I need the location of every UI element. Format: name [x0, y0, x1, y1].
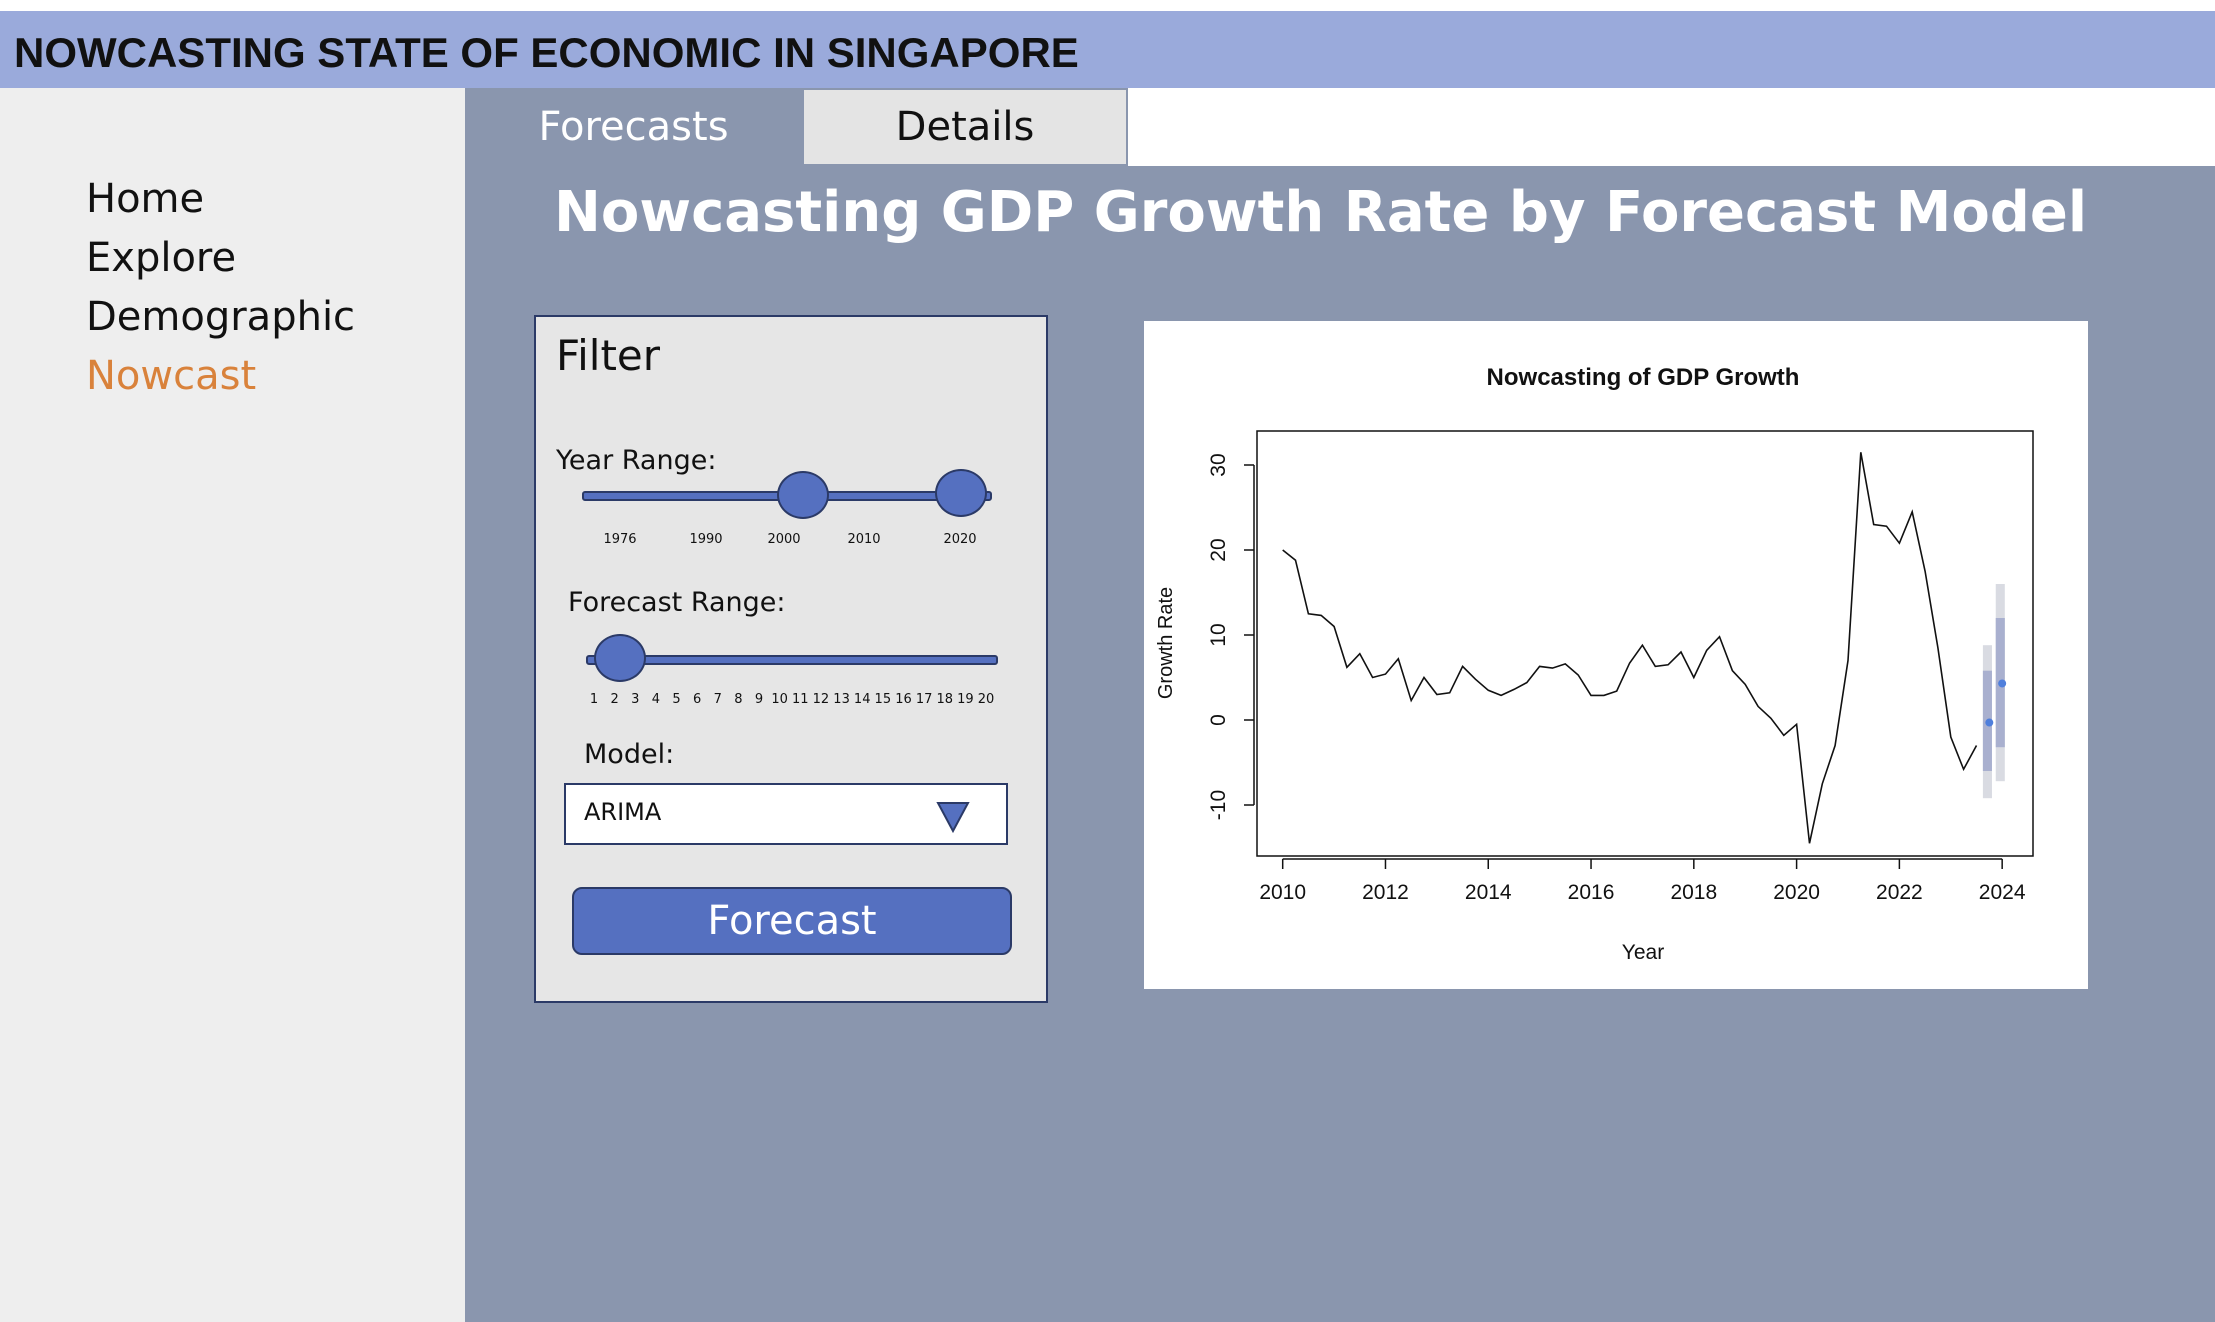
- forecast-range-tick: 5: [672, 692, 681, 707]
- model-select-value: ARIMA: [584, 798, 662, 826]
- year-range-end-handle[interactable]: [935, 469, 987, 517]
- year-tick: 2020: [943, 532, 977, 547]
- forecast-range-tick: 7: [713, 692, 722, 707]
- model-label: Model:: [584, 739, 675, 770]
- forecast-range-tick: 19: [957, 692, 974, 707]
- app-header: NOWCASTING STATE OF ECONOMIC IN SINGAPOR…: [0, 11, 2215, 88]
- forecast-range-tick: 13: [833, 692, 850, 707]
- filter-title: Filter: [556, 331, 661, 380]
- forecast-range-tick: 2: [610, 692, 619, 707]
- year-tick: 2000: [767, 532, 801, 547]
- forecast-range-tick: 4: [651, 692, 661, 707]
- y-tick-label: 10: [1207, 623, 1230, 646]
- year-tick: 2010: [847, 532, 881, 547]
- x-tick-label: 2018: [1670, 881, 1717, 904]
- y-tick-label: 0: [1207, 714, 1230, 726]
- forecast-range-tick: 11: [792, 692, 809, 707]
- top-strip: [0, 0, 2215, 11]
- forecast-intervals: [1982, 584, 2005, 799]
- y-tick-label: -10: [1207, 790, 1230, 820]
- year-range-label: Year Range:: [556, 445, 717, 476]
- model-select[interactable]: ARIMA: [564, 783, 1008, 845]
- x-tick-label: 2012: [1362, 881, 1409, 904]
- year-tick: 1976: [603, 532, 637, 547]
- year-tick: 1990: [689, 532, 723, 547]
- sidebar-item-home[interactable]: Home: [86, 176, 205, 222]
- forecast-range-tick: 17: [915, 692, 933, 707]
- forecast-range-tick: 12: [812, 692, 830, 707]
- forecast-range-slider-track[interactable]: [586, 655, 998, 665]
- forecast-range-tick: 15: [874, 692, 892, 707]
- tab-bar: Forecasts Details: [465, 88, 2215, 166]
- forecast-range-tick: 1: [589, 692, 599, 707]
- app-title: NOWCASTING STATE OF ECONOMIC IN SINGAPOR…: [14, 29, 1079, 76]
- plot-area-border: [1256, 430, 2034, 857]
- forecast-range-tick: 3: [631, 692, 640, 707]
- forecast-range-tick: 18: [936, 692, 954, 707]
- forecast-range-tick: 6: [693, 692, 702, 707]
- forecast-range-tick: 14: [853, 692, 871, 707]
- sidebar-item-demographic[interactable]: Demographic: [86, 294, 356, 340]
- y-tick-label: 30: [1207, 453, 1230, 476]
- x-axis-label: Year: [1622, 941, 1664, 964]
- filter-panel: Filter Year Range: 1976 1990 2000 2010 2…: [534, 315, 1048, 1003]
- page-title: Nowcasting GDP Growth Rate by Forecast M…: [554, 180, 2088, 245]
- forecast-points: [1985, 679, 2007, 727]
- dropdown-arrow-icon[interactable]: [936, 801, 970, 833]
- forecast-point: [1985, 718, 1994, 727]
- forecast-range-tick: 16: [895, 692, 912, 707]
- forecast-button[interactable]: Forecast: [572, 887, 1012, 955]
- chart-panel: Nowcasting of GDP Growth 2010 2012 2014 201…: [1144, 321, 2088, 989]
- year-range-start-handle[interactable]: [777, 471, 829, 519]
- x-axis: 2010 2012 2014 2016 2018 2020 2022 2024: [1259, 858, 2026, 904]
- forecast-range-tick: 8: [734, 692, 743, 707]
- forecast-range-handle[interactable]: [594, 634, 646, 682]
- forecast-range-tick: 20: [977, 692, 995, 707]
- x-tick-label: 2014: [1465, 881, 1512, 904]
- tab-details[interactable]: Details: [802, 88, 1128, 166]
- tab-forecasts[interactable]: Forecasts: [465, 88, 802, 166]
- series-line: [1282, 452, 1978, 844]
- x-tick-label: 2024: [1979, 881, 2026, 904]
- y-axis: -10 0 10 20 30: [1207, 453, 1255, 820]
- forecast-range-label: Forecast Range:: [568, 587, 786, 618]
- x-tick-label: 2020: [1773, 881, 1820, 904]
- forecast-range-tick: 10: [771, 692, 788, 707]
- chart-title: Nowcasting of GDP Growth: [1487, 364, 1800, 391]
- y-tick-label: 20: [1207, 538, 1230, 561]
- tab-details-area: Details: [802, 88, 1593, 166]
- x-tick-label: 2016: [1568, 881, 1615, 904]
- sidebar: Home Explore Demographic Nowcast: [0, 88, 465, 1322]
- x-tick-label: 2010: [1259, 881, 1306, 904]
- forecast-range-tick: 9: [754, 692, 764, 707]
- forecast-point: [1998, 679, 2007, 688]
- y-axis-label: Growth Rate: [1155, 587, 1177, 699]
- x-tick-label: 2022: [1876, 881, 1923, 904]
- sidebar-item-explore[interactable]: Explore: [86, 235, 237, 281]
- sidebar-item-nowcast[interactable]: Nowcast: [86, 353, 257, 399]
- gdp-nowcast-chart: Nowcasting of GDP Growth 2010 2012 2014 201…: [1155, 364, 2034, 964]
